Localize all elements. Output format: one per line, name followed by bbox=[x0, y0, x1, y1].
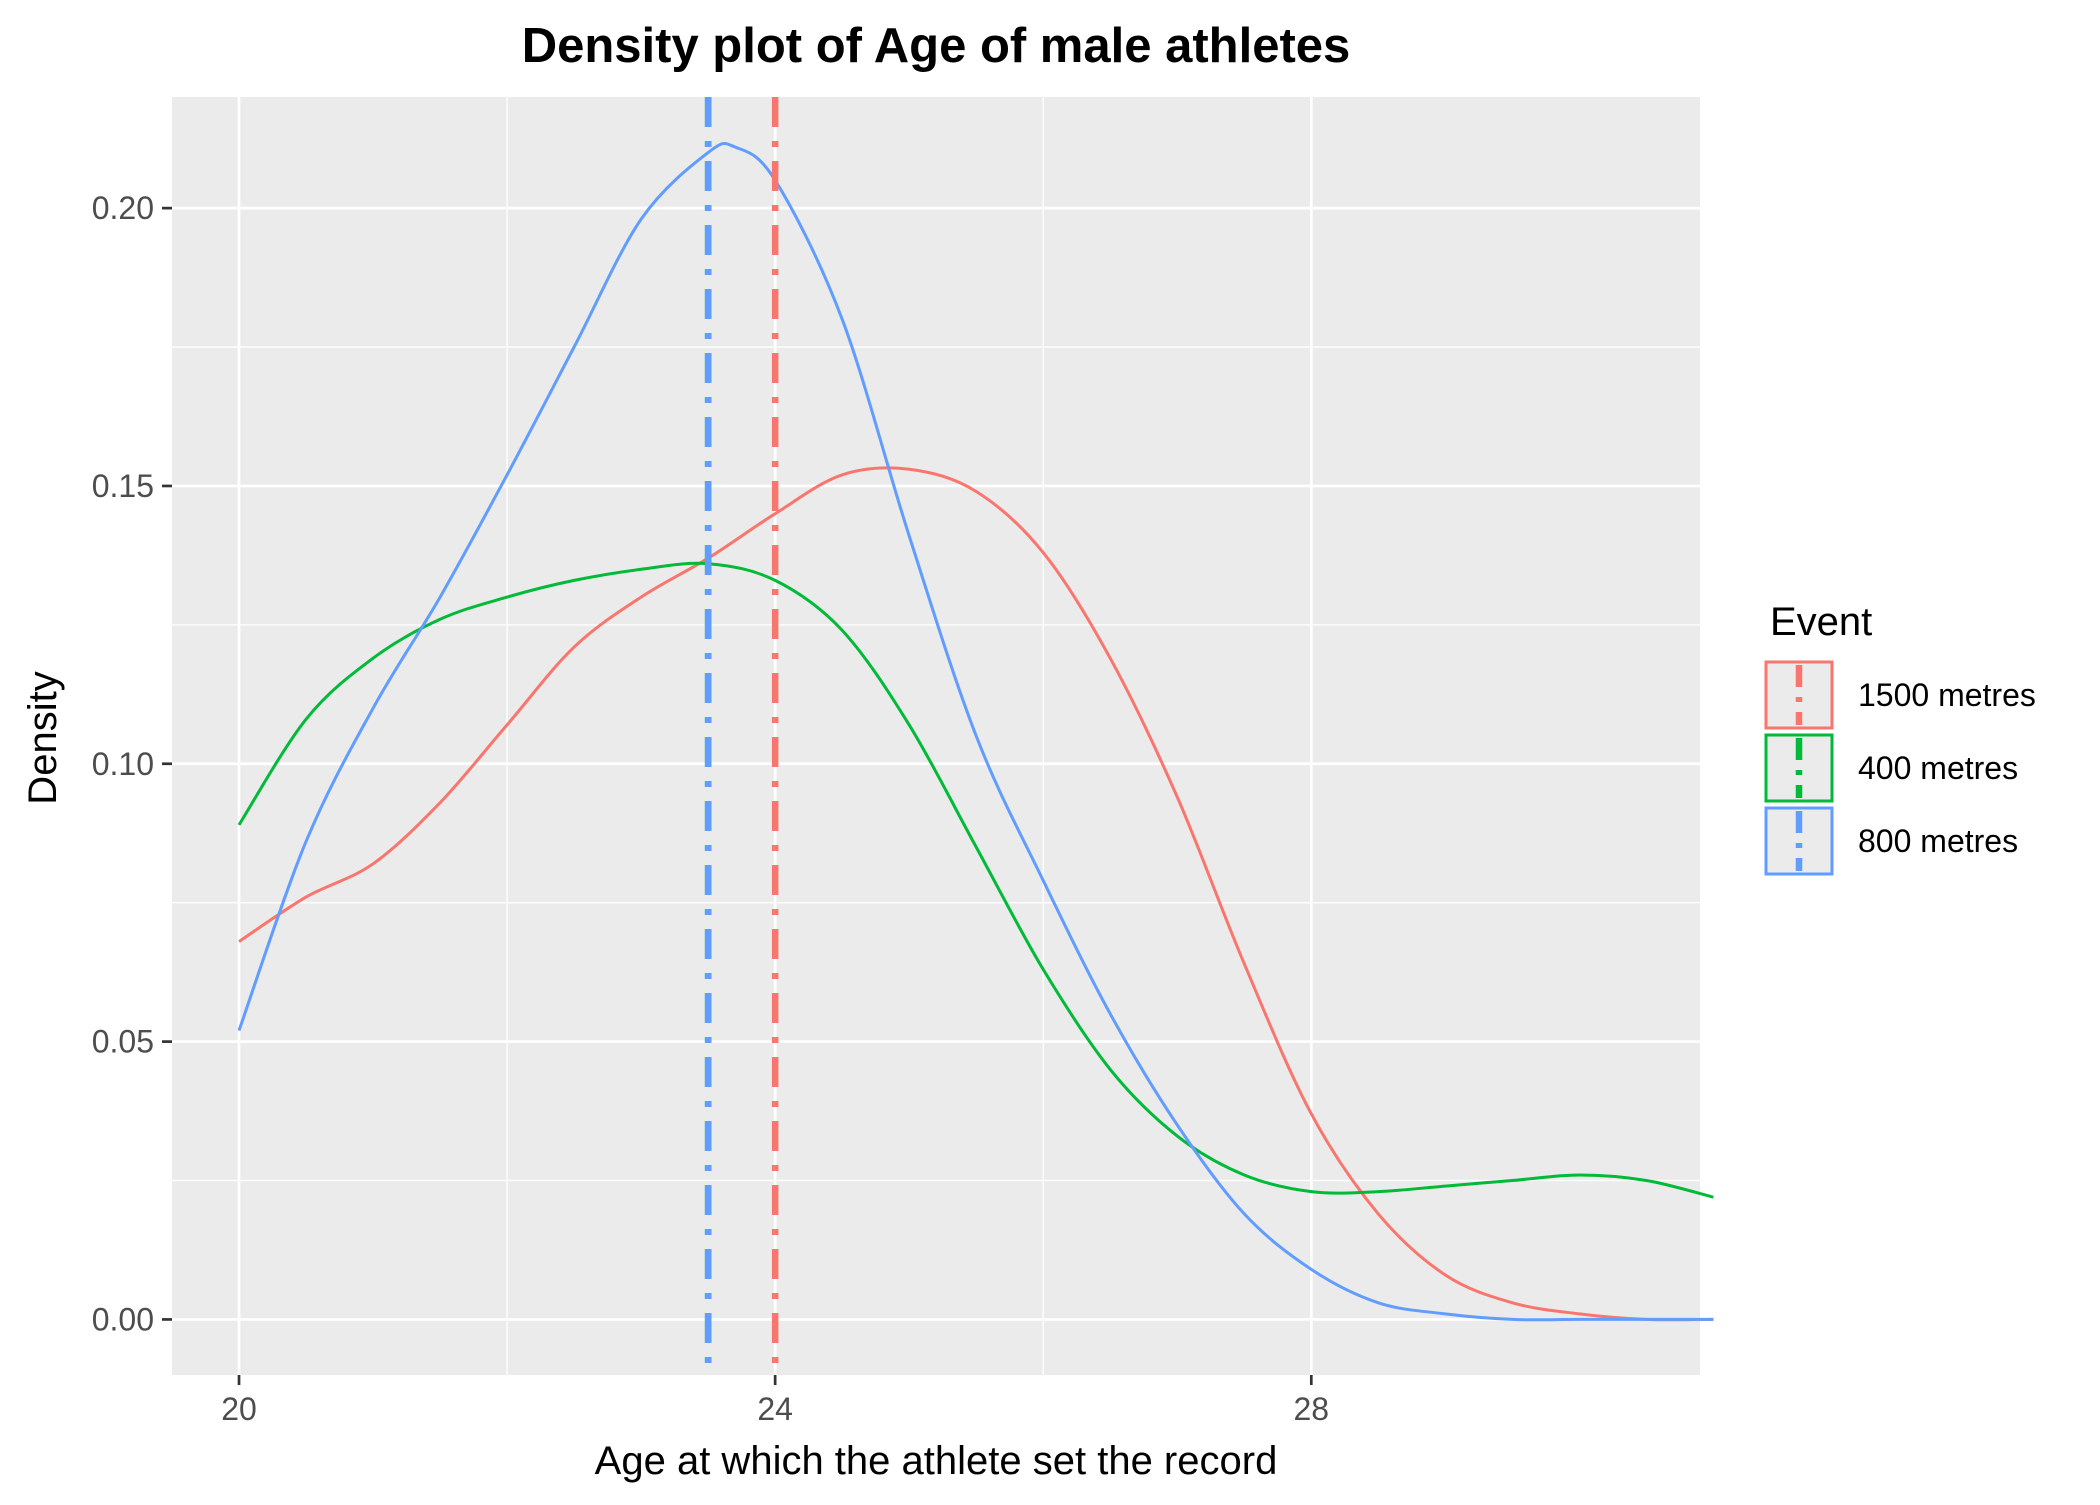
x-tick-label-1: 24 bbox=[757, 1391, 793, 1427]
density-line-800-metres bbox=[237, 142, 1714, 1322]
legend-label-2: 800 metres bbox=[1858, 823, 2018, 859]
y-tick-label-2: 0.10 bbox=[92, 746, 154, 782]
density-line-1500-metres bbox=[238, 466, 1714, 1322]
y-tick-label-0: 0.00 bbox=[92, 1301, 154, 1337]
plot-panel bbox=[172, 97, 1700, 1375]
y-tick-label-1: 0.05 bbox=[92, 1024, 154, 1060]
density-line-400-metres bbox=[237, 561, 1714, 1199]
x-tick-label-0: 20 bbox=[221, 1391, 257, 1427]
legend-title: Event bbox=[1770, 600, 1872, 644]
x-tick-label-2: 28 bbox=[1294, 1391, 1330, 1427]
legend-label-1: 400 metres bbox=[1858, 750, 2018, 786]
y-tick-label-4: 0.20 bbox=[92, 190, 154, 226]
chart-title: Density plot of Age of male athletes bbox=[522, 19, 1351, 73]
legend: Event 1500 metres 400 metres 800 metres bbox=[1764, 600, 2036, 876]
y-axis-ticks: 0.00 0.05 0.10 0.15 0.20 bbox=[92, 190, 172, 1337]
y-axis-title: Density bbox=[21, 671, 65, 804]
minor-gridlines bbox=[172, 97, 1700, 1375]
x-axis-title: Age at which the athlete set the record bbox=[595, 1439, 1278, 1483]
mean-lines bbox=[704, 97, 779, 1375]
x-axis-ticks: 20 24 28 bbox=[221, 1375, 1329, 1427]
legend-label-0: 1500 metres bbox=[1858, 677, 2036, 713]
density-series bbox=[237, 142, 1714, 1322]
y-tick-label-3: 0.15 bbox=[92, 468, 154, 504]
